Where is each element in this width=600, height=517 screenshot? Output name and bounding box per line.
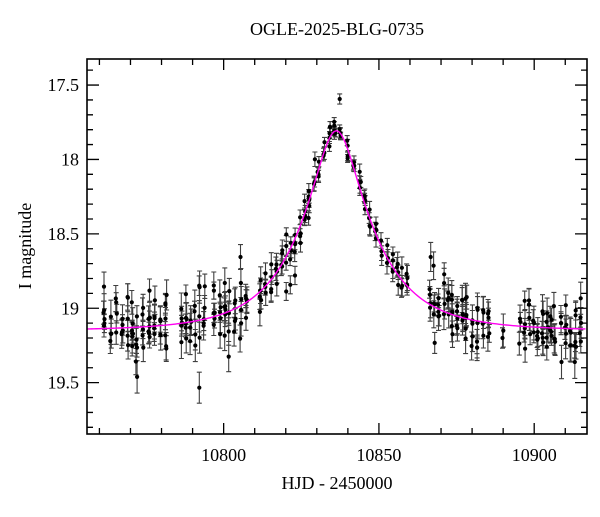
x-tick-label: 10900 <box>512 445 557 465</box>
x-tick-label: 10850 <box>356 445 401 465</box>
y-tick-label: 19.5 <box>48 373 80 393</box>
x-axis-label: HJD - 2450000 <box>282 473 393 493</box>
plot-frame <box>86 58 588 435</box>
chart-title: OGLE-2025-BLG-0735 <box>250 19 424 39</box>
data-points-layer <box>101 93 584 404</box>
model-curve-layer <box>87 129 586 330</box>
y-tick-label: 18 <box>61 149 79 169</box>
y-tick-label: 19 <box>61 298 79 318</box>
y-axis-label: I magnitude <box>15 203 35 289</box>
y-tick-label: 18.5 <box>48 224 80 244</box>
x-tick-label: 10800 <box>201 445 246 465</box>
axis-tick-labels: 10800 10850 10900 17.5 18 18.5 19 19.5 <box>48 75 557 465</box>
y-tick-label: 17.5 <box>48 75 80 95</box>
axis-ticks <box>87 59 587 434</box>
